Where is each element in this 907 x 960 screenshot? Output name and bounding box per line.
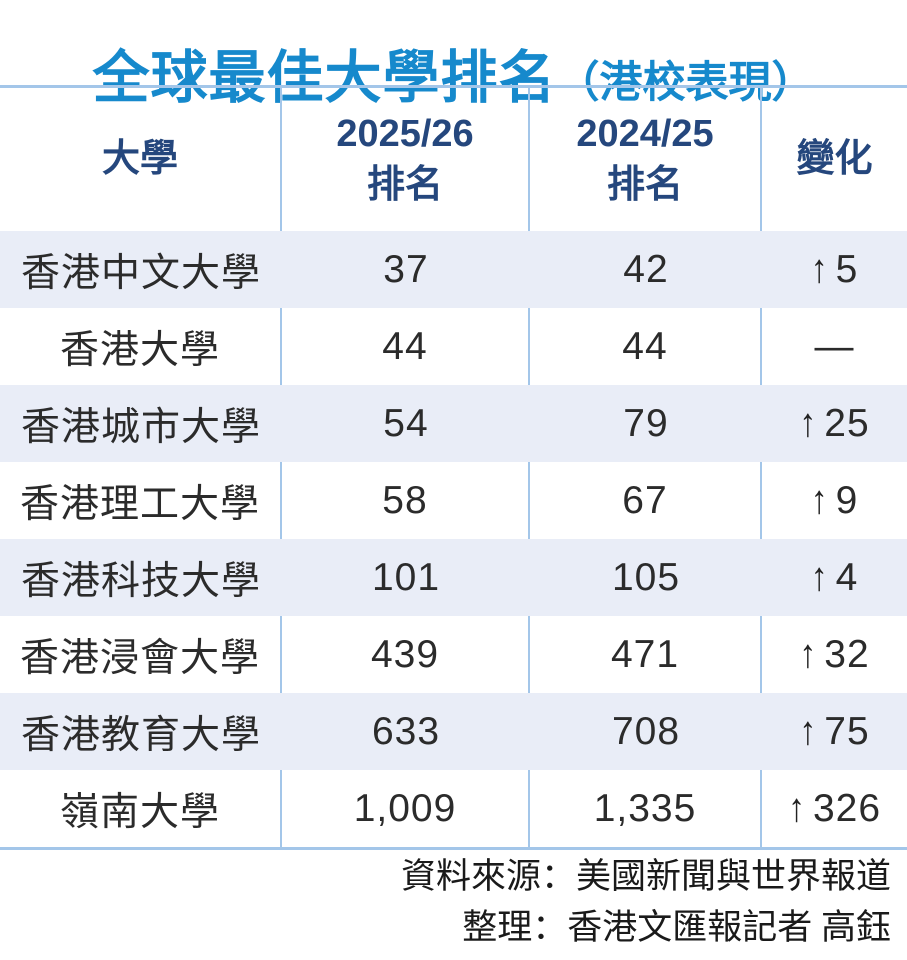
change-value: — — [814, 324, 855, 368]
header-line: 排名 — [606, 163, 683, 206]
column-header-university: 大學 — [0, 88, 282, 231]
university-cell: 香港中文大學 — [20, 251, 261, 295]
change-value: 32 — [824, 632, 870, 676]
change-value: 4 — [835, 555, 859, 599]
credit-note: 整理：香港文匯報記者 高鈺 — [462, 908, 891, 947]
change-cell: ↑ 5 — [762, 231, 907, 308]
table-footnotes: 資料來源：美國新聞與世界報道 整理：香港文匯報記者 高鈺 — [401, 851, 891, 953]
change-value: 25 — [824, 401, 870, 445]
university-cell: 香港教育大學 — [20, 713, 261, 757]
header-line: 大學 — [101, 138, 178, 180]
rank-2024-25-cell: 67 — [530, 462, 762, 539]
rank-2025-26-cell: 54 — [383, 401, 429, 445]
university-cell: 香港理工大學 — [0, 462, 282, 539]
rank-2025-26-cell: 1,009 — [282, 770, 530, 847]
column-header-change: 變化 — [762, 88, 907, 231]
change-value: 326 — [812, 786, 882, 830]
table-row: 香港理工大學 58 67 ↑ 9 — [0, 462, 907, 539]
university-cell: 嶺南大學 — [0, 770, 282, 847]
table-row: 香港中文大學 37 42 ↑ 5 — [0, 231, 907, 308]
page-title: 全球最佳大學排名（港校表現） — [0, 38, 907, 123]
change-cell: ↑ 25 — [762, 385, 907, 462]
table-row: 香港科技大學 101 105 ↑ 4 — [0, 539, 907, 616]
up-arrow-icon: ↑ — [787, 785, 806, 831]
rank-2024-25-cell: 105 — [611, 555, 681, 599]
rank-2024-25-cell: 42 — [623, 247, 669, 291]
table-header-row: 大學 2025/26 排名 2024/25 排名 變化 — [0, 88, 907, 231]
header-line: 排名 — [366, 163, 443, 206]
rank-2024-25-cell: 471 — [530, 616, 762, 693]
change-cell: ↑ 75 — [762, 693, 907, 770]
change-cell: ↑ 326 — [762, 770, 907, 847]
university-cell: 香港大學 — [0, 308, 282, 385]
rank-2024-25-cell: 708 — [611, 709, 681, 753]
title-main: 全球最佳大學排名 — [92, 46, 557, 111]
university-cell: 香港城市大學 — [20, 405, 261, 449]
change-value: 9 — [835, 478, 859, 522]
rank-2024-25-cell: 79 — [623, 401, 669, 445]
source-note: 資料來源：美國新聞與世界報道 — [400, 857, 891, 896]
rank-2025-26-cell: 58 — [282, 462, 530, 539]
change-value: 5 — [835, 247, 859, 291]
up-arrow-icon: ↑ — [799, 400, 818, 446]
header-line: 2024/25 — [576, 112, 714, 155]
change-cell: ↑ 9 — [762, 462, 907, 539]
up-arrow-icon: ↑ — [810, 477, 829, 523]
rank-2025-26-cell: 633 — [371, 709, 441, 753]
change-value: 75 — [824, 709, 870, 753]
rank-2025-26-cell: 37 — [383, 247, 429, 291]
header-line: 變化 — [796, 138, 873, 180]
column-header-rank-2025-26: 2025/26 排名 — [282, 88, 530, 231]
up-arrow-icon: ↑ — [799, 631, 818, 677]
change-cell: ↑ 4 — [762, 539, 907, 616]
change-cell: ↑ 32 — [762, 616, 907, 693]
table-row: 香港城市大學 54 79 ↑ 25 — [0, 385, 907, 462]
title-subtitle: （港校表現） — [556, 59, 815, 108]
table-row: 香港大學 44 44— — [0, 308, 907, 385]
column-header-rank-2024-25: 2024/25 排名 — [530, 88, 762, 231]
table-row: 香港浸會大學 439 471 ↑ 32 — [0, 616, 907, 693]
up-arrow-icon: ↑ — [810, 246, 829, 292]
rank-2024-25-cell: 1,335 — [530, 770, 762, 847]
table-row: 香港教育大學 633 708 ↑ 75 — [0, 693, 907, 770]
rank-2025-26-cell: 101 — [371, 555, 441, 599]
university-cell: 香港科技大學 — [20, 559, 261, 603]
ranking-table: 大學 2025/26 排名 2024/25 排名 變化 香港中文大學 37 42 ↑ 5 香港大學 4… — [0, 85, 907, 850]
rank-2025-26-cell: 439 — [282, 616, 530, 693]
change-cell: — — [762, 308, 907, 385]
rank-2024-25-cell: 44 — [530, 308, 762, 385]
university-cell: 香港浸會大學 — [0, 616, 282, 693]
header-line: 2025/26 — [336, 112, 474, 155]
up-arrow-icon: ↑ — [799, 708, 818, 754]
table-row: 嶺南大學 1,009 1,335 ↑ 326 — [0, 770, 907, 847]
up-arrow-icon: ↑ — [810, 554, 829, 600]
rank-2025-26-cell: 44 — [282, 308, 530, 385]
table-body: 香港中文大學 37 42 ↑ 5 香港大學 44 44— 香港城市大學 54 79 ↑ 25 香港理工大學… — [0, 231, 907, 847]
